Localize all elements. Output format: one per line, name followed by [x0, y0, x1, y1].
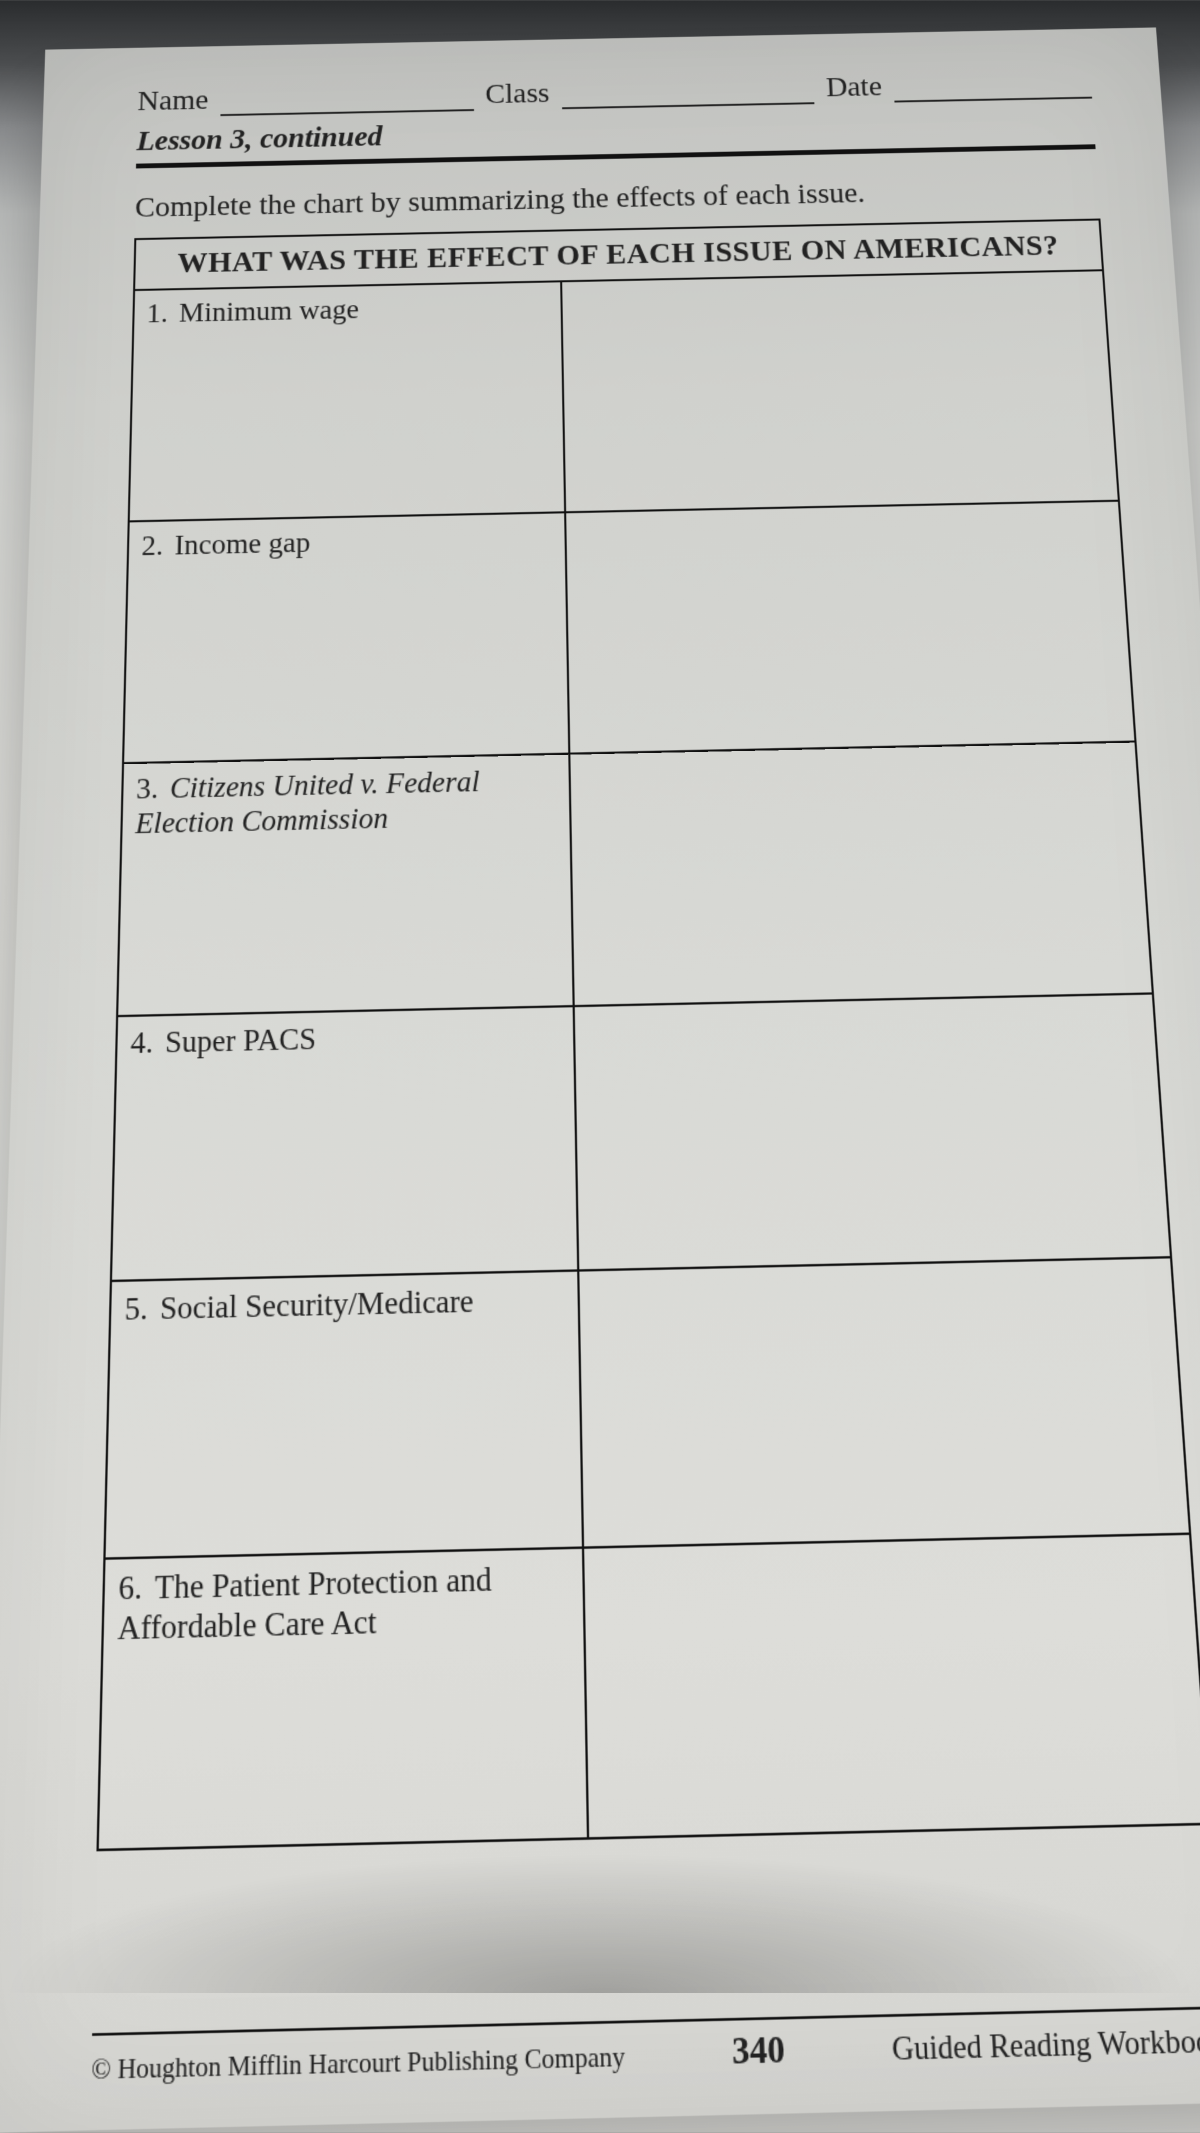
- issue-cell: 1.Minimum wage: [129, 281, 565, 521]
- effects-chart: WHAT WAS THE EFFECT OF EACH ISSUE ON AME…: [96, 219, 1200, 1852]
- issue-cell: 4.Super PACS: [111, 1006, 578, 1281]
- row-number: 5.: [124, 1290, 160, 1329]
- page-number: 340: [731, 2027, 785, 2074]
- effect-cell[interactable]: [569, 742, 1153, 1007]
- issue-text: Minimum wage: [179, 294, 359, 328]
- issue-cell: 3.Citizens United v. Federal Election Co…: [117, 754, 573, 1016]
- class-label: Class: [485, 77, 550, 111]
- table-row: 6.The Patient Protection and Affordable …: [98, 1534, 1200, 1850]
- copyright-text: © Houghton Mifflin Harcourt Publishing C…: [91, 2039, 625, 2087]
- table-row: 4.Super PACS: [111, 993, 1171, 1280]
- worksheet-page: Name Class Date Lesson 3, continued Comp…: [0, 27, 1200, 2133]
- name-blank-line[interactable]: [220, 84, 473, 116]
- issue-text: Social Security/Medicare: [160, 1283, 474, 1327]
- name-label: Name: [137, 84, 209, 118]
- date-blank-line[interactable]: [893, 72, 1092, 102]
- page-footer: © Houghton Mifflin Harcourt Publishing C…: [91, 2006, 1200, 2089]
- row-number: 2.: [141, 530, 175, 564]
- issue-text: The Patient Protection and Affordable Ca…: [117, 1561, 492, 1648]
- row-number: 4.: [130, 1025, 165, 1062]
- effect-cell[interactable]: [578, 1257, 1190, 1547]
- table-row: 2.Income gap: [123, 501, 1135, 763]
- row-number: 3.: [136, 772, 170, 807]
- row-number: 1.: [146, 298, 179, 330]
- issue-text: Super PACS: [165, 1022, 316, 1060]
- table-row: 5.Social Security/Medicare: [104, 1257, 1190, 1558]
- date-label: Date: [825, 71, 882, 104]
- effect-cell[interactable]: [561, 270, 1119, 512]
- issue-cell: 5.Social Security/Medicare: [104, 1271, 582, 1559]
- issue-cell: 6.The Patient Protection and Affordable …: [98, 1548, 588, 1850]
- issue-text: Citizens United v. Federal Election Comm…: [135, 765, 480, 841]
- table-row: 1.Minimum wage: [129, 270, 1119, 521]
- instruction-text: Complete the chart by summarizing the ef…: [135, 172, 1100, 224]
- effect-cell[interactable]: [573, 993, 1171, 1270]
- class-blank-line[interactable]: [561, 78, 815, 110]
- workbook-title: Guided Reading Workbook: [891, 2021, 1200, 2069]
- table-row: 3.Citizens United v. Federal Election Co…: [117, 742, 1153, 1017]
- issue-text: Income gap: [174, 527, 310, 562]
- effect-cell[interactable]: [583, 1534, 1200, 1839]
- effect-cell[interactable]: [565, 501, 1136, 754]
- row-number: 6.: [118, 1569, 155, 1610]
- issue-cell: 2.Income gap: [123, 512, 569, 763]
- lesson-title: Lesson 3, continued: [136, 120, 382, 157]
